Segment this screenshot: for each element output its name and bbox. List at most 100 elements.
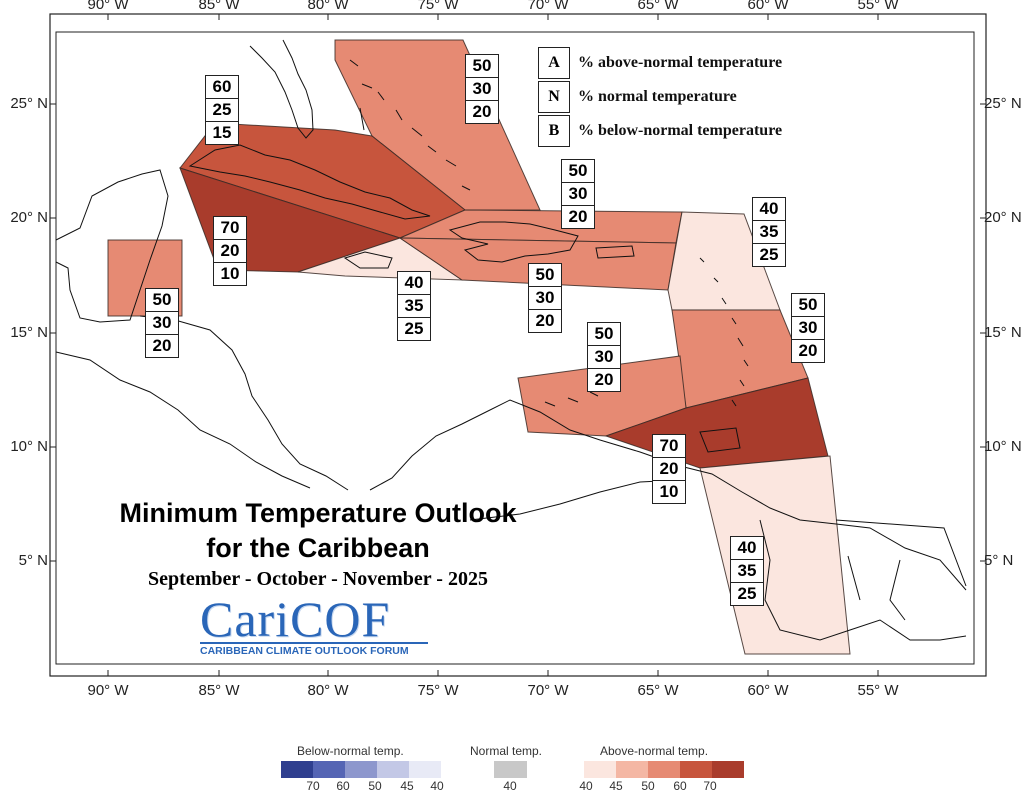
legend-swatch (409, 761, 441, 778)
legend-swatch (616, 761, 648, 778)
lon-bottom-label: 75° W (417, 682, 459, 699)
below-normal-pct: 20 (798, 341, 818, 360)
normal-pct: 20 (214, 240, 246, 263)
normal-pct: 25 (206, 99, 238, 122)
above-normal-pct: 40 (731, 537, 763, 560)
below-normal-pct: 10 (220, 264, 240, 283)
legend-tick-label: 40 (579, 779, 593, 793)
below-normal-pct: 15 (212, 123, 232, 142)
normal-pct: 35 (398, 295, 430, 318)
legend-swatch (680, 761, 712, 778)
lat-right-label: 10° N (984, 438, 1022, 455)
above-normal-pct: 50 (466, 55, 498, 78)
lon-bottom-label: 55° W (857, 682, 899, 699)
key-letter: A (538, 47, 570, 79)
above-normal-pct: 50 (146, 289, 178, 312)
below-normal-pct: 20 (568, 207, 588, 226)
normal-pct: 30 (588, 346, 620, 369)
normal-pct: 20 (653, 458, 685, 481)
above-normal-pct: 40 (398, 272, 430, 295)
normal-pct: 35 (753, 221, 785, 244)
above-normal-pct: 50 (562, 160, 594, 183)
key-text: % below-normal temperature (578, 122, 783, 139)
normal-pct: 30 (529, 287, 561, 310)
lat-right-label: 5° N (984, 552, 1014, 569)
lon-top-label: 90° W (87, 0, 129, 13)
logo-wordmark: CariCOF (200, 591, 391, 647)
above-normal-pct: 50 (588, 323, 620, 346)
lat-left-label: 10° N (10, 438, 48, 455)
below-normal-pct: 20 (535, 311, 555, 330)
lon-bottom-label: 90° W (87, 682, 129, 699)
map-title: Minimum Temperature Outlook (119, 498, 517, 528)
prob-box-windward: 50 30 20 (791, 293, 825, 363)
below-normal-pct: 20 (594, 370, 614, 389)
probability-key: A % above-normal temperature N % normal … (538, 46, 858, 148)
logo-subtitle: CARIBBEAN CLIMATE OUTLOOK FORUM (200, 645, 409, 657)
normal-pct: 30 (466, 78, 498, 101)
prob-box-western-cuba-south: 70 20 10 (213, 216, 247, 286)
axis-ticks (50, 14, 986, 676)
season-label: September - October - November - 2025 (148, 568, 488, 590)
lon-top-label: 85° W (198, 0, 240, 13)
normal-pct: 30 (146, 312, 178, 335)
lon-bottom-label: 70° W (527, 682, 569, 699)
above-normal-pct: 70 (214, 217, 246, 240)
legend-tick-label: 40 (503, 779, 517, 793)
lat-left-label: 20° N (10, 209, 48, 226)
below-normal-pct: 25 (737, 584, 757, 603)
lon-top-label: 55° W (857, 0, 899, 13)
above-normal-pct: 40 (753, 198, 785, 221)
lat-right-label: 20° N (984, 209, 1022, 226)
key-row-below: B % below-normal temperature (538, 114, 858, 148)
lat-left-label: 5° N (18, 552, 48, 569)
prob-box-bahamas: 50 30 20 (465, 54, 499, 124)
below-normal-pct: 25 (759, 245, 779, 264)
legend-swatch (313, 761, 345, 778)
legend-tick-label: 45 (609, 779, 623, 793)
coastlines (55, 39, 967, 641)
lat-left-label: 25° N (10, 95, 48, 112)
prob-box-guianas: 40 35 25 (730, 536, 764, 606)
legend-swatch (648, 761, 680, 778)
lon-top-label: 60° W (747, 0, 789, 13)
legend-swatch (377, 761, 409, 778)
key-row-above: A % above-normal temperature (538, 46, 858, 80)
above-normal-pct: 70 (653, 435, 685, 458)
legend-tick-label: 50 (641, 779, 655, 793)
prob-box-jamaica: 40 35 25 (397, 271, 431, 341)
legend-tick-label: 70 (306, 779, 320, 793)
legend-tick-label: 70 (703, 779, 717, 793)
key-text: % above-normal temperature (578, 54, 783, 71)
legend-swatch (281, 761, 313, 778)
prob-box-belize: 50 30 20 (145, 288, 179, 358)
lon-top-label: 65° W (637, 0, 679, 13)
normal-pct: 30 (792, 317, 824, 340)
legend-tick-label: 45 (400, 779, 414, 793)
lat-right-label: 25° N (984, 95, 1022, 112)
prob-box-abc: 50 30 20 (587, 322, 621, 392)
legend-swatch (712, 761, 744, 778)
lat-left-label: 15° N (10, 324, 48, 341)
prob-box-hispaniola-pr: 50 30 20 (528, 263, 562, 333)
map-title-line2: for the Caribbean (206, 533, 430, 563)
normal-pct: 35 (731, 560, 763, 583)
lon-top-label: 70° W (527, 0, 569, 13)
prob-box-leeward: 40 35 25 (752, 197, 786, 267)
prob-box-hispaniola-north: 50 30 20 (561, 159, 595, 229)
above-normal-pct: 50 (529, 264, 561, 287)
below-normal-pct: 20 (472, 102, 492, 121)
key-text: % normal temperature (578, 88, 737, 105)
below-normal-pct: 25 (404, 319, 424, 338)
legend-swatch (584, 761, 616, 778)
logo-rule (200, 642, 428, 644)
lon-bottom-label: 65° W (637, 682, 679, 699)
caricof-logo: CariCOF CARIBBEAN CLIMATE OUTLOOK FORUM (200, 594, 432, 657)
legend-tick-label: 50 (368, 779, 382, 793)
key-letter: N (538, 81, 570, 113)
legend-below-title: Below-normal temp. (297, 744, 404, 758)
lon-top-label: 75° W (417, 0, 459, 13)
legend-swatch (345, 761, 377, 778)
legend-above-title: Above-normal temp. (600, 744, 709, 758)
